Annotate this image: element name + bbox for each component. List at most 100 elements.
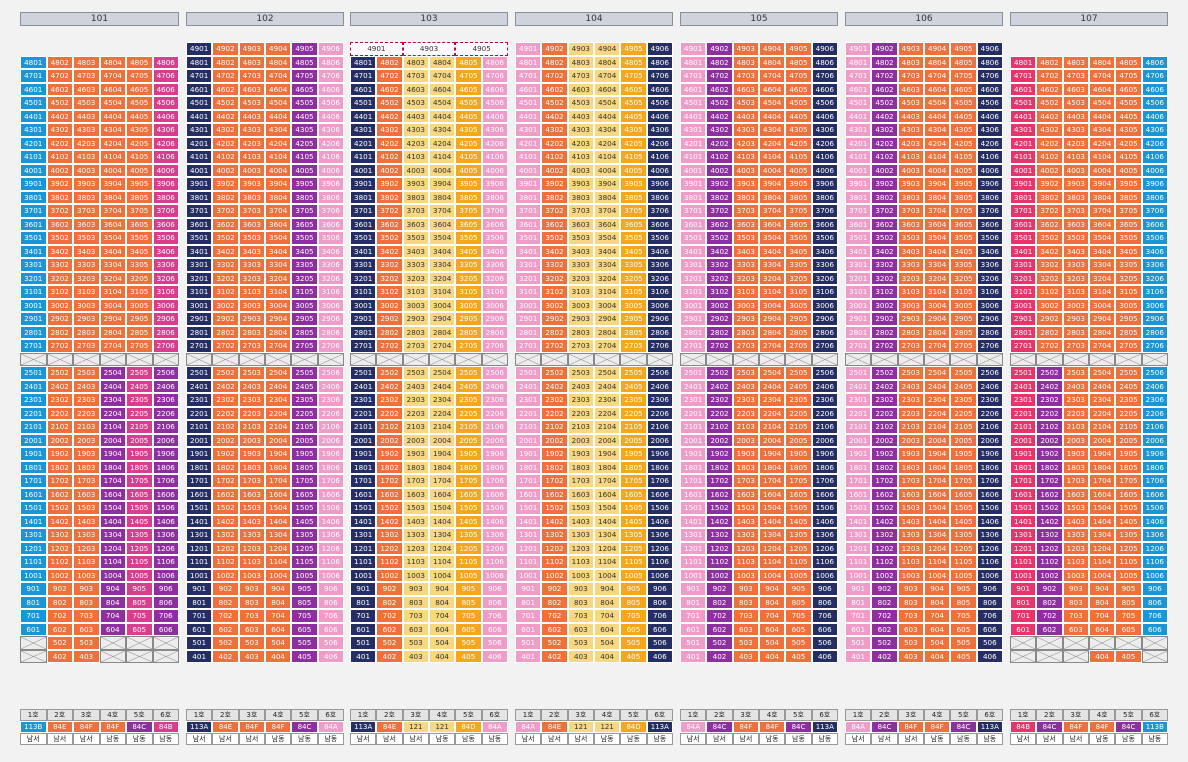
- floor-row: 701 702 703 704 705 706: [515, 609, 673, 623]
- unit-cell: 2903: [238, 312, 265, 326]
- unit-cell: 705: [950, 609, 977, 623]
- unit-cell: 1804: [264, 460, 292, 474]
- unit-cell: 4504: [593, 96, 621, 110]
- floor-row: 901 902 903 904 905 906: [680, 582, 838, 596]
- floor-row: 4401 4402 4403 4404 4405 4406: [1010, 109, 1168, 123]
- unit-cell: 3101: [1010, 285, 1037, 299]
- unit-cell: 1206: [646, 541, 673, 555]
- unit-cell: 4205: [455, 136, 482, 150]
- unit-cell: 2804: [99, 325, 126, 339]
- unit-cell: 2406: [976, 379, 1003, 393]
- unit-cell: 803: [897, 595, 924, 609]
- unit-cell: 4705: [291, 69, 318, 83]
- unit-cell: 3103: [897, 285, 924, 299]
- unit-cell: 3403: [732, 244, 759, 258]
- unit-cell: 2701: [1010, 339, 1037, 353]
- unit-cell: 2206: [317, 406, 344, 420]
- unit-cell: 804: [264, 595, 292, 609]
- building-102: 102 4901 4902 4903 4904 4905 4906 4801 4802 4803 4…: [186, 12, 344, 745]
- unit-cell: 1802: [871, 460, 898, 474]
- unit-cell: 402: [706, 649, 733, 663]
- unit-cell: 505: [455, 636, 482, 650]
- unit-cell: 2805: [950, 325, 977, 339]
- unit-cell: 3903: [567, 177, 594, 191]
- unit-cell: 4706: [317, 69, 344, 83]
- floor-row: 2101 2102 2103 2104 2105 2106: [186, 420, 344, 434]
- unit-cell: 2204: [428, 406, 456, 420]
- unit-cell: 2004: [428, 433, 456, 447]
- unit-cell: 2404: [1088, 379, 1116, 393]
- unit-cell: 2303: [1062, 393, 1089, 407]
- unit-cell: 1006: [1141, 568, 1168, 582]
- unit-cell: 3003: [402, 298, 429, 312]
- unit-cell: 2406: [811, 379, 838, 393]
- legend-unit-number: 2호: [46, 709, 73, 721]
- unit-cell: 1204: [428, 541, 456, 555]
- unit-cell: 2304: [593, 393, 621, 407]
- unit-cell: 702: [376, 609, 403, 623]
- unit-cell: [1036, 352, 1063, 366]
- legend-unit-number: 5호: [620, 709, 647, 721]
- unit-cell: 704: [758, 609, 786, 623]
- unit-legend: 1호 2호 3호 4호 5호 6호 84B 84C 84F 84F 84C 113B 남서 남서 남서 남동 남…: [1010, 709, 1168, 745]
- unit-cell: 4301: [186, 123, 213, 137]
- unit-cell: 4103: [73, 150, 100, 164]
- unit-cell: 3801: [1010, 190, 1037, 204]
- floor-row: 1801 1802 1803 1804 1805 1806: [20, 460, 179, 474]
- unit-cell: 4404: [428, 109, 456, 123]
- unit-cell: 4303: [567, 123, 594, 137]
- floor-row: 4001 4002 4003 4004 4005 4006: [845, 163, 1003, 177]
- unit-cell: 1905: [620, 447, 647, 461]
- unit-cell: 4004: [923, 163, 951, 177]
- legend-unit-number: 3호: [1062, 709, 1089, 721]
- unit-cell: 705: [126, 609, 153, 623]
- unit-cell: 1103: [402, 555, 429, 569]
- unit-cell: 2303: [732, 393, 759, 407]
- unit-cell: 2701: [845, 339, 872, 353]
- legend-direction: 남서: [238, 733, 265, 745]
- unit-cell: 1605: [126, 487, 153, 501]
- unit-cell: 2003: [567, 433, 594, 447]
- unit-cell: 2504: [1088, 366, 1116, 380]
- unit-cell: [126, 352, 153, 366]
- unit-cell: 1006: [976, 568, 1003, 582]
- unit-cell: 3003: [567, 298, 594, 312]
- unit-cell: 1702: [871, 474, 898, 488]
- unit-cell: 705: [291, 609, 318, 623]
- floor-row: 3801 3802 3803 3804 3805 3806: [186, 190, 344, 204]
- unit-cell: 4401: [845, 109, 872, 123]
- unit-cell: 905: [455, 582, 482, 596]
- unit-cell: 1201: [20, 541, 47, 555]
- unit-cell: 501: [515, 636, 542, 650]
- unit-cell: 3105: [785, 285, 812, 299]
- unit-cell: 1503: [238, 501, 265, 515]
- unit-cell: 2405: [291, 379, 318, 393]
- floor-row: 4101 4102 4103 4104 4105 4106: [1010, 150, 1168, 164]
- unit-cell: 4501: [515, 96, 542, 110]
- unit-cell: 3301: [186, 258, 213, 272]
- unit-cell: 2702: [1036, 339, 1063, 353]
- unit-cell: 4004: [264, 163, 292, 177]
- unit-cell: 1704: [99, 474, 126, 488]
- unit-cell: 2305: [291, 393, 318, 407]
- unit-cell: 1105: [455, 555, 482, 569]
- unit-cell: 3101: [350, 285, 377, 299]
- unit-cell: 3304: [758, 258, 786, 272]
- unit-cell: 1905: [1115, 447, 1142, 461]
- unit-cell: 2802: [376, 325, 403, 339]
- unit-cell: 3604: [264, 217, 292, 231]
- unit-cell: 1205: [785, 541, 812, 555]
- unit-cell: 3705: [291, 204, 318, 218]
- floor-row: 3601 3602 3603 3604 3605 3606: [680, 217, 838, 231]
- unit-cell: 2401: [845, 379, 872, 393]
- legend-unit-type: 84A: [515, 721, 542, 733]
- unit-cell: 3002: [871, 298, 898, 312]
- unit-cell: 2901: [350, 312, 377, 326]
- unit-cell: 3006: [317, 298, 344, 312]
- unit-cell: 2002: [1036, 433, 1063, 447]
- unit-cell: 4901: [680, 42, 707, 56]
- legend-direction: 남서: [845, 733, 872, 745]
- unit-cell: 1002: [376, 568, 403, 582]
- unit-cell: 902: [46, 582, 73, 596]
- floor-row: 3001 3002 3003 3004 3005 3006: [186, 298, 344, 312]
